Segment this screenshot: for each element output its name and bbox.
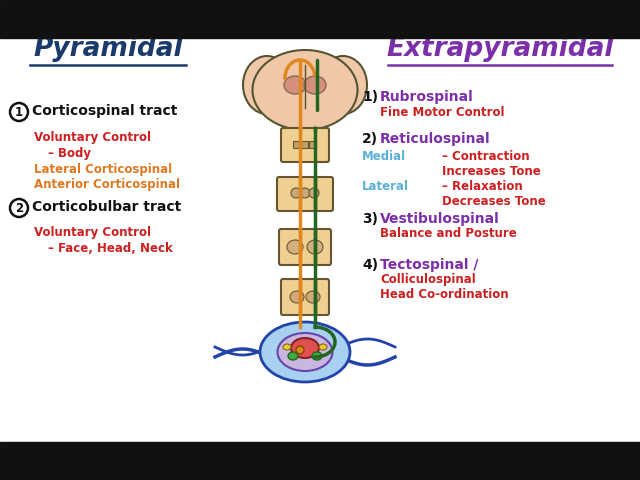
FancyBboxPatch shape [279,229,331,265]
Text: Pyramidal: Pyramidal [33,36,183,62]
Ellipse shape [312,352,322,360]
Ellipse shape [284,76,306,94]
Ellipse shape [243,56,291,114]
Circle shape [300,188,310,198]
Ellipse shape [307,240,323,254]
Text: Tectospinal /: Tectospinal / [380,258,479,272]
Ellipse shape [253,50,358,130]
Text: Vestibulospinal: Vestibulospinal [380,212,500,226]
FancyBboxPatch shape [277,177,333,211]
Text: Rubrospinal: Rubrospinal [380,90,474,104]
Text: Voluntary Control: Voluntary Control [34,131,151,144]
Text: 4): 4) [362,258,378,272]
Text: Colliculospinal: Colliculospinal [380,273,476,286]
Text: 2: 2 [15,202,23,215]
Ellipse shape [283,344,291,350]
Text: – Relaxation: – Relaxation [442,180,523,193]
Bar [293,141,300,148]
Text: 1): 1) [362,90,378,104]
Bar [301,141,308,148]
Bar [0,442,640,480]
Ellipse shape [288,352,298,360]
Text: 3): 3) [362,212,378,226]
Ellipse shape [290,291,304,303]
FancyBboxPatch shape [281,279,329,315]
Ellipse shape [287,240,303,254]
Ellipse shape [278,333,333,371]
Ellipse shape [319,344,327,350]
Text: Fine Motor Control: Fine Motor Control [380,106,504,119]
Text: – Body: – Body [48,147,91,160]
Circle shape [291,188,301,198]
Ellipse shape [304,76,326,94]
Ellipse shape [260,322,350,382]
Text: – Face, Head, Neck: – Face, Head, Neck [48,242,173,255]
Text: Medial: Medial [362,150,406,163]
Ellipse shape [319,56,367,114]
Text: Corticobulbar tract: Corticobulbar tract [32,200,181,214]
Ellipse shape [306,291,320,303]
Bar [0,0,640,38]
Bar [309,141,316,148]
Text: – Contraction: – Contraction [442,150,530,163]
Text: Lateral: Lateral [362,180,409,193]
Circle shape [296,346,304,354]
Ellipse shape [291,338,319,358]
Circle shape [309,188,319,198]
Text: Increases Tone: Increases Tone [442,165,541,178]
Text: Corticospinal tract: Corticospinal tract [32,104,177,118]
FancyBboxPatch shape [281,128,329,162]
Text: Reticulospinal: Reticulospinal [380,132,491,146]
Text: Voluntary Control: Voluntary Control [34,226,151,239]
Text: 2): 2) [362,132,378,146]
Text: Anterior Corticospinal: Anterior Corticospinal [34,178,180,191]
Text: Extrapyramidal: Extrapyramidal [387,36,614,62]
Text: 1: 1 [15,106,23,119]
Text: Head Co-ordination: Head Co-ordination [380,288,509,301]
Text: Decreases Tone: Decreases Tone [442,195,546,208]
Text: Balance and Posture: Balance and Posture [380,227,516,240]
Text: Lateral Corticospinal: Lateral Corticospinal [34,163,172,176]
